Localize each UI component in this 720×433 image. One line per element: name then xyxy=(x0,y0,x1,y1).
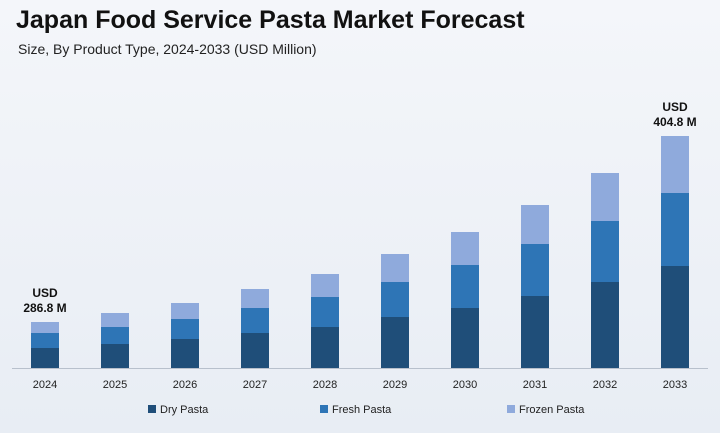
annotation-line: USD xyxy=(32,286,58,300)
bar-segment-fresh-pasta-2032 xyxy=(591,221,619,282)
bar-segment-fresh-pasta-2033 xyxy=(661,193,689,266)
bar-segment-frozen-pasta-2032 xyxy=(591,173,619,221)
bar-segment-frozen-pasta-2031 xyxy=(521,205,549,244)
x-tick-label-2030: 2030 xyxy=(453,379,477,391)
bar-segment-dry-pasta-2031 xyxy=(521,296,549,368)
bar-segment-dry-pasta-2029 xyxy=(381,317,409,368)
annotation-line: 404.8 M xyxy=(653,115,696,129)
bar-segment-dry-pasta-2030 xyxy=(451,308,479,368)
legend-label-fresh-pasta: Fresh Pasta xyxy=(332,404,392,416)
bar-segment-frozen-pasta-2029 xyxy=(381,254,409,282)
x-tick-label-2032: 2032 xyxy=(593,379,617,391)
x-tick-label-2025: 2025 xyxy=(103,379,127,391)
bar-segment-frozen-pasta-2027 xyxy=(241,289,269,308)
bar-segment-fresh-pasta-2028 xyxy=(311,297,339,327)
bar-segment-frozen-pasta-2033 xyxy=(661,136,689,193)
bar-segment-frozen-pasta-2030 xyxy=(451,232,479,265)
x-tick-label-2028: 2028 xyxy=(313,379,337,391)
x-tick-label-2027: 2027 xyxy=(243,379,267,391)
bar-segment-frozen-pasta-2028 xyxy=(311,274,339,297)
bar-segment-fresh-pasta-2029 xyxy=(381,282,409,317)
bar-segment-fresh-pasta-2024 xyxy=(31,333,59,348)
x-tick-label-2024: 2024 xyxy=(33,379,57,391)
legend-swatch-fresh-pasta xyxy=(320,405,328,413)
bar-segment-dry-pasta-2026 xyxy=(171,339,199,368)
bar-segment-fresh-pasta-2027 xyxy=(241,308,269,333)
legend-swatch-frozen-pasta xyxy=(507,405,515,413)
bar-segment-frozen-pasta-2024 xyxy=(31,322,59,333)
bar-segment-frozen-pasta-2025 xyxy=(101,313,129,327)
bar-segment-frozen-pasta-2026 xyxy=(171,303,199,319)
chart-title: Japan Food Service Pasta Market Forecast xyxy=(16,6,525,34)
annotation-line: 286.8 M xyxy=(23,301,66,315)
bar-segment-dry-pasta-2024 xyxy=(31,348,59,368)
bar-segment-dry-pasta-2032 xyxy=(591,282,619,368)
legend-label-dry-pasta: Dry Pasta xyxy=(160,404,209,416)
bar-segment-dry-pasta-2027 xyxy=(241,333,269,368)
legend-swatch-dry-pasta xyxy=(148,405,156,413)
bar-segment-fresh-pasta-2026 xyxy=(171,319,199,339)
bar-segment-fresh-pasta-2031 xyxy=(521,244,549,296)
total-annotation-2024: USD 286.8 M xyxy=(23,286,66,315)
x-tick-label-2033: 2033 xyxy=(663,379,687,391)
x-tick-label-2026: 2026 xyxy=(173,379,197,391)
annotation-line: USD xyxy=(662,100,688,114)
bar-segment-dry-pasta-2028 xyxy=(311,327,339,368)
total-annotation-2033: USD 404.8 M xyxy=(653,100,696,129)
bar-segment-dry-pasta-2025 xyxy=(101,344,129,368)
bar-segment-fresh-pasta-2025 xyxy=(101,327,129,344)
legend-label-frozen-pasta: Frozen Pasta xyxy=(519,404,585,416)
bar-segment-dry-pasta-2033 xyxy=(661,266,689,368)
x-tick-label-2031: 2031 xyxy=(523,379,547,391)
bar-segment-fresh-pasta-2030 xyxy=(451,265,479,308)
chart-subtitle: Size, By Product Type, 2024-2033 (USD Mi… xyxy=(18,41,317,57)
x-tick-label-2029: 2029 xyxy=(383,379,407,391)
